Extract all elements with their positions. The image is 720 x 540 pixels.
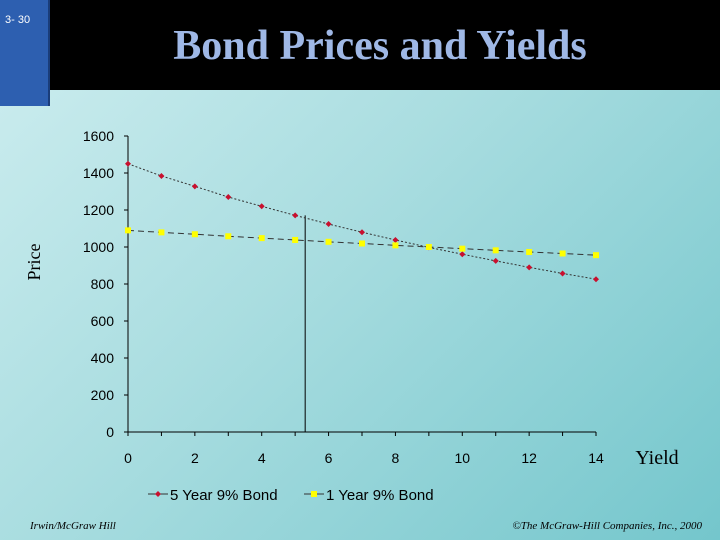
data-point: [559, 250, 566, 257]
y-tick-label: 1000: [83, 239, 114, 255]
x-tick-label: 0: [124, 450, 132, 466]
x-tick-label: 12: [521, 450, 537, 466]
legend-marker: [155, 491, 161, 497]
data-point: [292, 212, 299, 219]
data-point: [425, 244, 432, 250]
data-point: [459, 251, 466, 258]
y-tick-label: 200: [91, 387, 115, 403]
data-point: [125, 160, 131, 167]
x-tick-label: 8: [392, 450, 400, 466]
legend-label: 5 Year 9% Bond: [170, 487, 278, 504]
data-point: [492, 257, 499, 264]
data-point: [292, 236, 299, 243]
chart-labels: 0 200 400 600 800 1000 1200 1400 1600 0 2 4 6 8 10 12 14…: [24, 128, 679, 469]
data-point: [158, 229, 165, 236]
data-point: [359, 240, 365, 247]
footer-publisher: Irwin/McGraw Hill: [30, 520, 116, 532]
data-point: [526, 264, 533, 271]
data-point: [125, 227, 131, 234]
data-point: [258, 235, 265, 242]
data-point: [191, 183, 198, 190]
data-point: [459, 245, 466, 252]
data-point: [258, 203, 265, 210]
data-point: [191, 231, 198, 238]
data-point: [559, 270, 566, 277]
data-point: [392, 242, 399, 249]
x-axis-label: Yield: [635, 447, 678, 469]
data-point: [158, 172, 165, 179]
series-line: [127, 163, 597, 280]
y-tick-label: 400: [91, 350, 115, 366]
y-tick-label: 600: [91, 313, 115, 329]
x-tick-label: 2: [191, 450, 199, 466]
y-tick-label: 1600: [83, 128, 114, 144]
data-point: [359, 229, 365, 236]
chart-series: [125, 160, 599, 283]
chart-legend: 5 Year 9% Bond 1 Year 9% Bond: [148, 487, 434, 504]
x-tick-label: 6: [325, 450, 333, 466]
y-tick-label: 800: [91, 276, 115, 292]
data-point: [325, 238, 332, 245]
x-tick-label: 4: [258, 450, 266, 466]
slide-number: 3- 30: [5, 14, 31, 26]
data-point: [492, 247, 499, 254]
legend-label: 1 Year 9% Bond: [326, 487, 434, 504]
data-point: [325, 221, 332, 228]
x-tick-label: 10: [454, 450, 470, 466]
data-point: [593, 252, 599, 259]
footer-copyright: ©The McGraw-Hill Companies, Inc., 2000: [512, 520, 702, 532]
y-tick-label: 1200: [83, 202, 114, 218]
data-point: [526, 248, 533, 255]
data-point: [225, 233, 232, 240]
legend-marker: [311, 491, 317, 497]
slide-title: Bond Prices and Yields: [173, 23, 587, 69]
y-tick-label: 0: [106, 424, 114, 440]
data-point: [392, 236, 399, 243]
chart-axes: [124, 135, 597, 436]
y-axis-label: Price: [24, 243, 44, 280]
y-tick-label: 1400: [83, 165, 114, 181]
x-tick-label: 14: [588, 450, 604, 466]
data-point: [225, 194, 232, 201]
title-bar: [0, 0, 720, 90]
slide-number-tab: 3- 30: [0, 0, 50, 106]
data-point: [593, 276, 599, 283]
